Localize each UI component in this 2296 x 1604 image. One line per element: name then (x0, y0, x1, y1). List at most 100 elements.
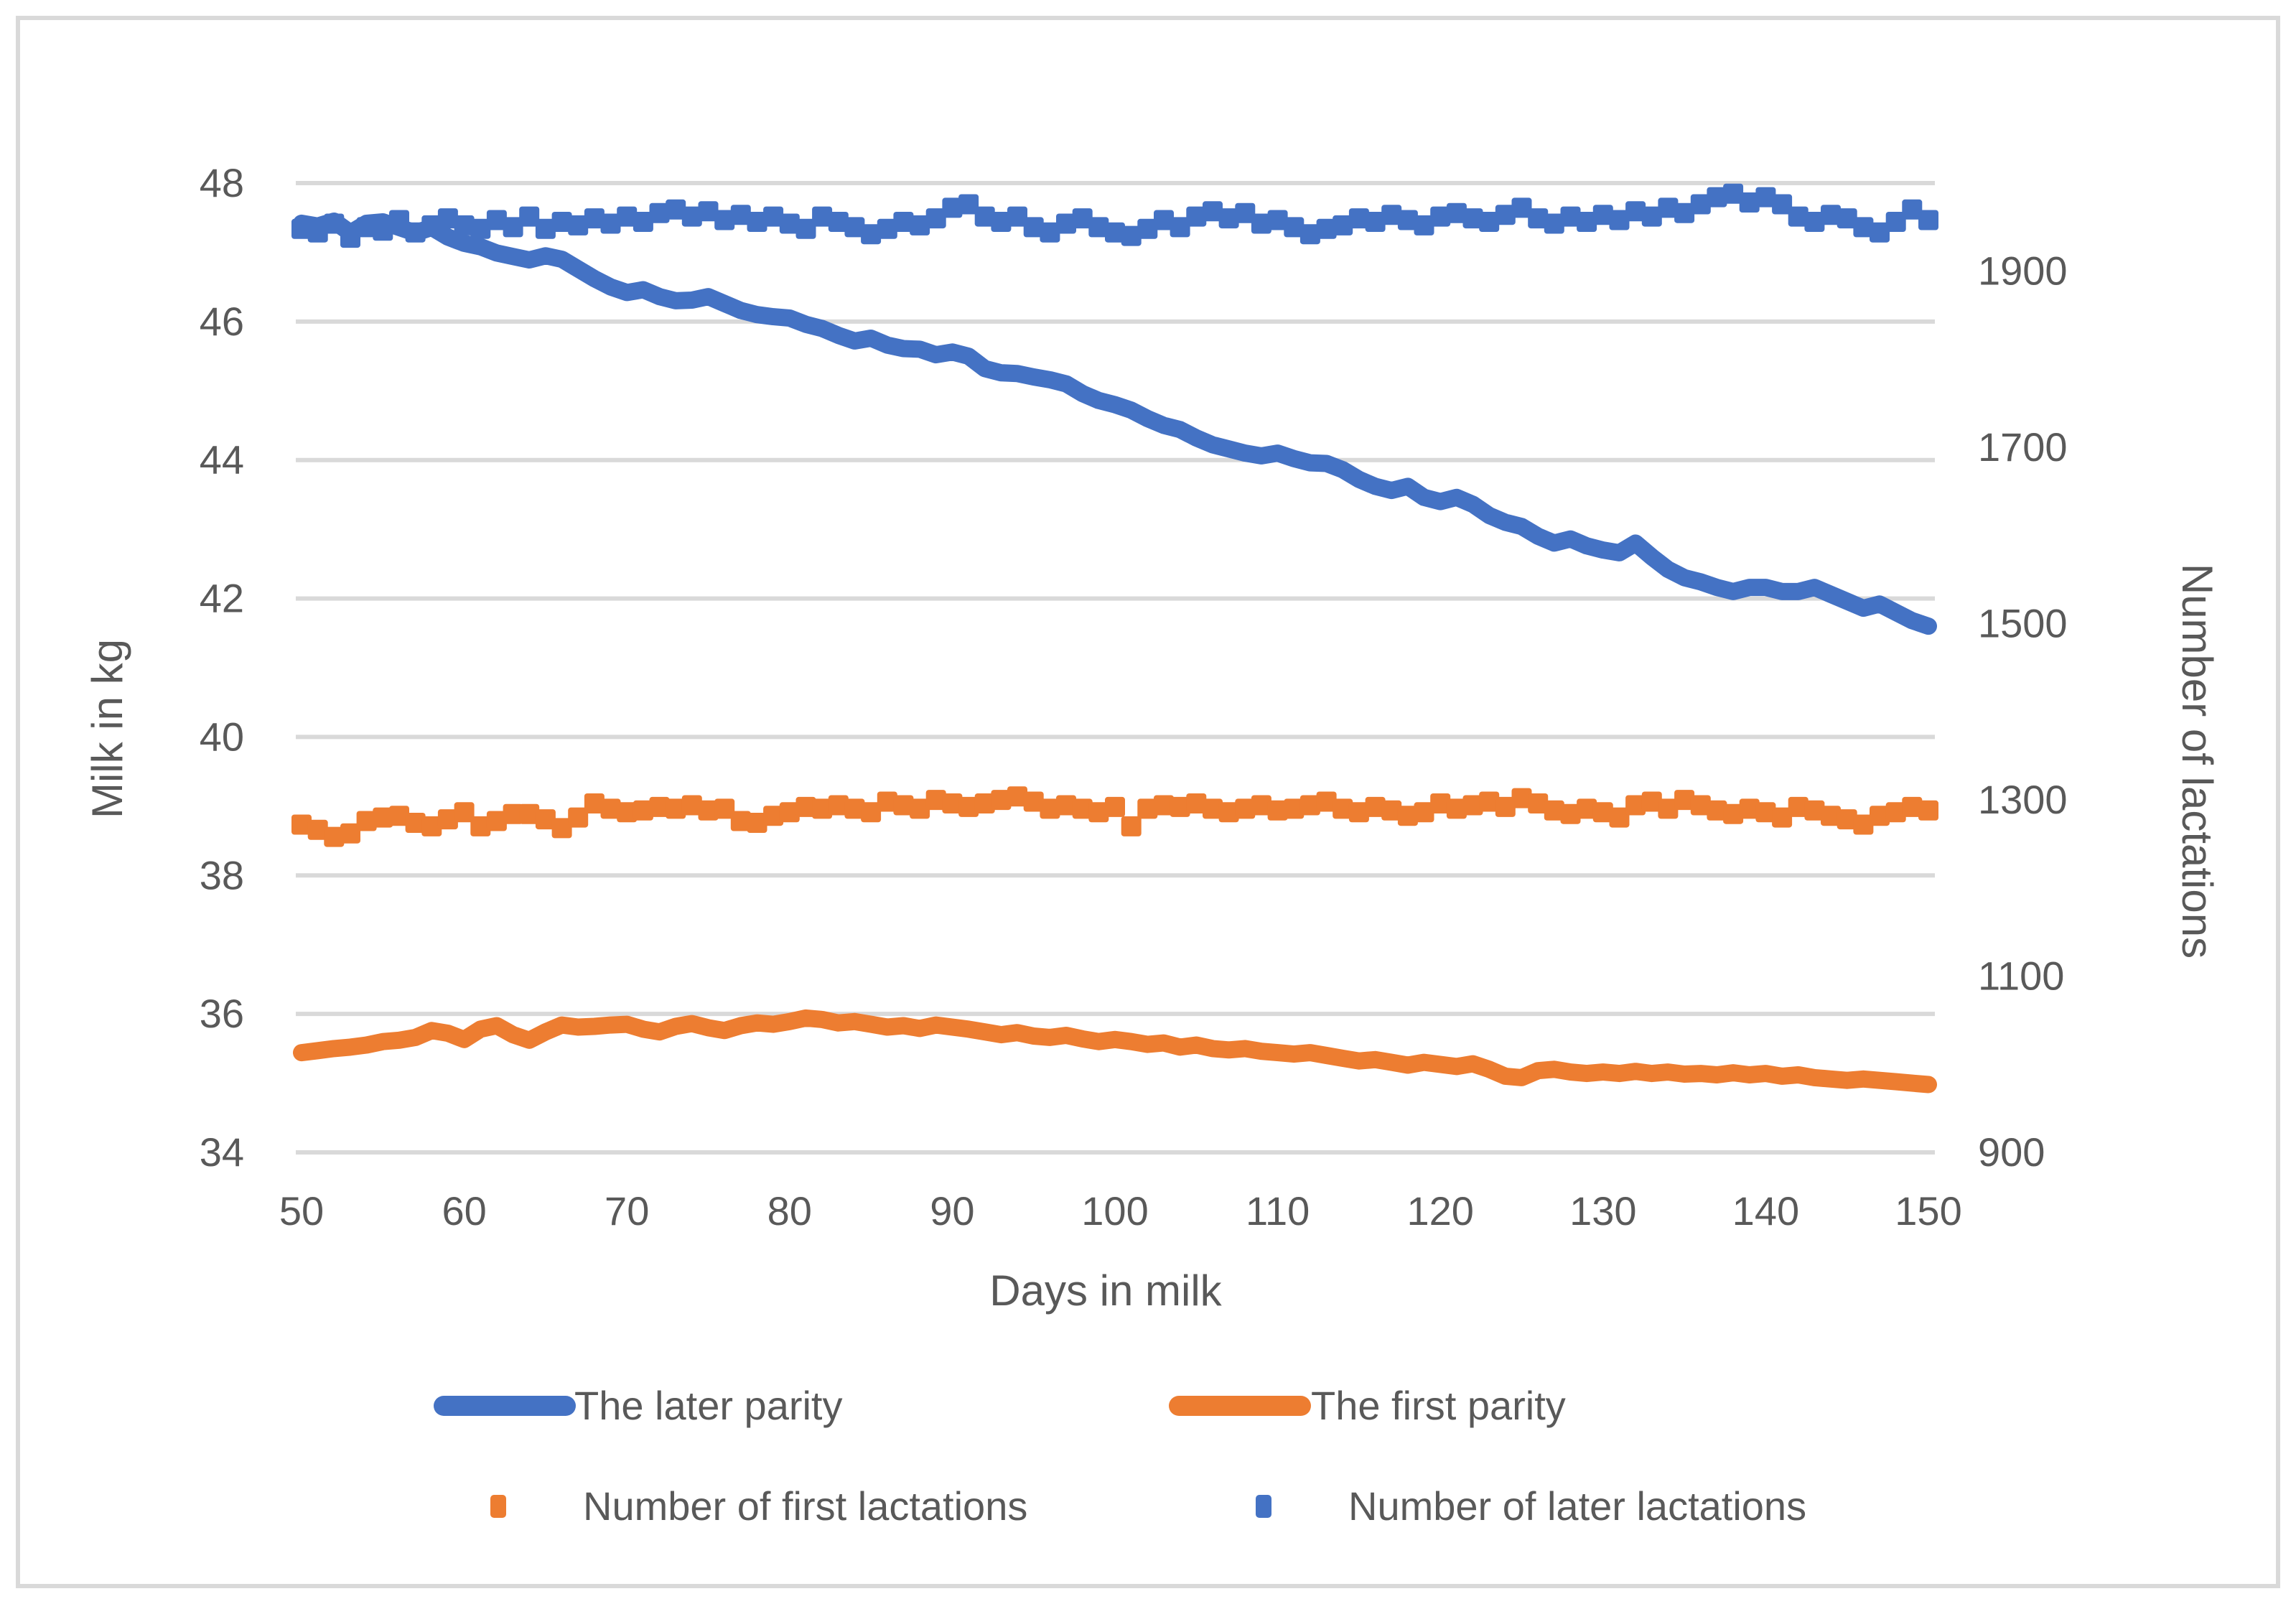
marker-number-of-first-lactations (1397, 806, 1418, 826)
marker-number-of-first-lactations (763, 806, 784, 826)
markers-number-of-later-lactations (291, 183, 1938, 248)
marker-number-of-first-lactations (1544, 800, 1564, 821)
marker-number-of-first-lactations (1690, 795, 1711, 816)
marker-number-of-later-lactations (1414, 215, 1434, 236)
marker-number-of-first-lactations (779, 802, 800, 823)
legend-label-first-parity: The first parity (1311, 1383, 1566, 1428)
marker-number-of-later-lactations (942, 197, 963, 218)
marker-number-of-first-lactations (324, 826, 345, 847)
marker-number-of-first-lactations (1609, 807, 1630, 828)
marker-number-of-first-lactations (291, 814, 312, 835)
marker-number-of-first-lactations (503, 803, 523, 824)
marker-number-of-first-lactations (1772, 807, 1793, 828)
marker-number-of-later-lactations (698, 201, 719, 222)
marker-number-of-first-lactations (1723, 803, 1744, 824)
marker-number-of-later-lactations (1023, 217, 1044, 238)
marker-number-of-later-lactations (812, 206, 833, 227)
y-right-tick-label-1700: 1700 (1978, 424, 2068, 470)
x-tick-label-90: 90 (930, 1188, 974, 1234)
marker-number-of-first-lactations (1755, 802, 1776, 823)
marker-number-of-first-lactations (1641, 791, 1662, 812)
marker-number-of-later-lactations (568, 215, 589, 236)
marker-number-of-first-lactations (535, 809, 556, 830)
marker-number-of-later-lactations (1853, 217, 1874, 238)
marker-number-of-later-lactations (649, 202, 670, 223)
marker-number-of-first-lactations (1186, 793, 1207, 813)
x-tick-label-70: 70 (605, 1188, 649, 1234)
marker-number-of-later-lactations (1804, 212, 1825, 232)
marker-number-of-first-lactations (991, 790, 1012, 811)
marker-number-of-first-lactations (1154, 795, 1174, 816)
marker-number-of-first-lactations (340, 823, 360, 844)
marker-number-of-first-lactations (1430, 793, 1451, 813)
marker-number-of-later-lactations (1072, 208, 1093, 229)
marker-number-of-later-lactations (1056, 213, 1076, 234)
marker-number-of-later-lactations (1625, 201, 1646, 222)
line-the-first-parity (293, 1009, 1937, 1094)
marker-number-of-later-lactations (1902, 199, 1923, 220)
x-tick-label-130: 130 (1569, 1188, 1636, 1234)
marker-number-of-later-lactations (454, 215, 475, 236)
marker-number-of-first-lactations (1203, 798, 1223, 819)
marker-number-of-later-lactations (1235, 202, 1256, 223)
marker-number-of-first-lactations (958, 796, 979, 817)
marker-number-of-first-lactations (470, 816, 491, 836)
marker-number-of-first-lactations (1885, 802, 1906, 823)
marker-number-of-first-lactations (1788, 796, 1809, 817)
marker-number-of-first-lactations (421, 816, 442, 836)
legend-item-later-parity: The later parity (434, 1383, 843, 1428)
marker-number-of-later-lactations (519, 206, 540, 227)
y-right-axis-title: Number of lactations (2173, 564, 2221, 959)
marker-number-of-first-lactations (1007, 786, 1027, 807)
marker-number-of-later-lactations (1446, 202, 1467, 223)
marker-number-of-first-lactations (1299, 795, 1320, 816)
x-tick-label-80: 80 (767, 1188, 812, 1234)
marker-number-of-later-lactations (991, 212, 1012, 232)
marker-number-of-first-lactations (1088, 802, 1109, 823)
marker-number-of-first-lactations (373, 807, 393, 828)
marker-number-of-later-lactations (1121, 225, 1142, 246)
marker-number-of-first-lactations (844, 798, 865, 819)
marker-number-of-first-lactations (1446, 798, 1467, 819)
marker-number-of-later-lactations (1755, 187, 1776, 208)
marker-number-of-first-lactations (1251, 795, 1271, 816)
marker-number-of-first-lactations (1170, 796, 1190, 817)
marker-number-of-first-lactations (1592, 802, 1613, 823)
marker-number-of-later-lactations (356, 217, 377, 238)
marker-number-of-first-lactations (617, 802, 638, 823)
marker-number-of-later-lactations (1577, 212, 1597, 232)
marker-number-of-first-lactations (437, 809, 458, 830)
marker-number-of-later-lactations (1723, 183, 1744, 204)
marker-number-of-later-lactations (1137, 218, 1158, 239)
marker-number-of-first-lactations (1381, 800, 1402, 821)
marker-number-of-first-lactations (1674, 790, 1695, 811)
marker-number-of-later-lactations (1105, 222, 1125, 243)
marker-number-of-first-lactations (942, 793, 963, 813)
marker-number-of-later-lactations (1495, 205, 1516, 225)
marker-number-of-later-lactations (437, 208, 458, 229)
marker-number-of-first-lactations (1267, 800, 1288, 821)
marker-number-of-first-lactations (1333, 798, 1353, 819)
marker-number-of-later-lactations (1154, 210, 1174, 230)
line-the-later-parity (293, 213, 1937, 635)
marker-number-of-later-lactations (324, 213, 345, 234)
y-left-tick-label-42: 42 (200, 576, 244, 621)
marker-number-of-first-lactations (910, 798, 930, 819)
marker-number-of-first-lactations (698, 800, 719, 821)
marker-number-of-first-lactations (1284, 798, 1305, 819)
marker-number-of-first-lactations (1365, 796, 1386, 817)
marker-number-of-later-lactations (974, 206, 995, 227)
marker-number-of-later-lactations (1592, 205, 1613, 225)
marker-number-of-later-lactations (307, 222, 328, 243)
marker-number-of-first-lactations (1072, 798, 1093, 819)
marker-number-of-first-lactations (1105, 796, 1125, 817)
marker-number-of-first-lactations (1625, 795, 1646, 816)
marker-number-of-first-lactations (1528, 793, 1549, 813)
marker-number-of-later-lactations (1739, 192, 1760, 213)
y-left-tick-labels-group: 48 46 44 42 40 38 36 34 (200, 160, 244, 1175)
marker-number-of-later-lactations (893, 212, 914, 232)
x-tick-label-140: 140 (1732, 1188, 1799, 1234)
legend-item-later-lactations: Number of later lactations (1256, 1483, 1806, 1529)
marker-number-of-first-lactations (1821, 806, 1841, 826)
